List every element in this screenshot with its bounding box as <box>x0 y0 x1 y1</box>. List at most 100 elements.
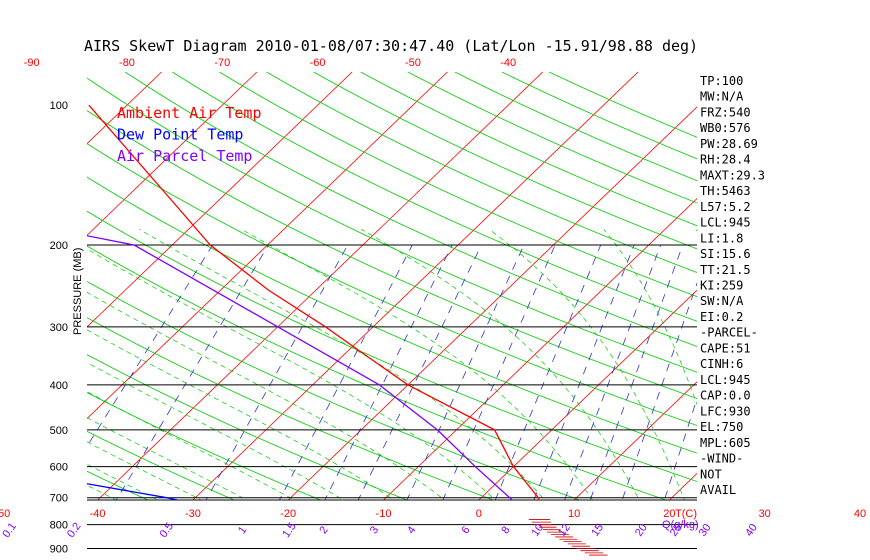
pressure-tick-label: 400 <box>50 380 68 392</box>
isobar-lines <box>87 244 697 549</box>
index-label: CAPE:51 <box>700 341 751 355</box>
isotherm-line <box>97 72 544 500</box>
mixing-ratio-tick-label: 10 <box>529 522 546 539</box>
bottom-temp-tick-label: 20 <box>663 508 675 520</box>
bottom-temp-tick-label: 10 <box>568 508 580 520</box>
mixing-ratio-tick-label: 3 <box>368 524 381 536</box>
legend-entry: Dew Point Temp <box>117 126 243 144</box>
mixing-ratio-tick-label: 40 <box>743 522 760 539</box>
dry-adiabat-line <box>87 280 580 500</box>
pressure-tick-label: 800 <box>50 520 68 532</box>
mixing-ratio-tick-label: 1.5 <box>280 521 299 540</box>
index-label: MW:N/A <box>700 90 744 104</box>
index-label: LCL:945 <box>700 216 751 230</box>
mixing-ratio-tick-label: 20 <box>633 522 650 539</box>
grid-lines <box>0 72 870 560</box>
sounding-series <box>87 104 540 500</box>
isotherm-line <box>478 289 697 500</box>
mixing-ratio-tick-label: 2 <box>317 524 330 536</box>
bottom-temp-tick-label: -10 <box>376 508 392 520</box>
pressure-tick-label: 300 <box>50 322 68 334</box>
dry-adiabat-line <box>501 72 697 160</box>
dry-adiabat-line <box>87 143 697 426</box>
axis-labels: 1002003004005006007008009001000-120-110-… <box>0 57 866 555</box>
dry-adiabat-line <box>87 317 494 500</box>
pressure-tick-label: 200 <box>50 240 68 252</box>
mixing-ratio-tick-label: 6 <box>459 524 472 536</box>
dry-adiabat-line <box>172 72 697 322</box>
isotherm-line <box>192 72 639 500</box>
mixing-ratio-unit-label: Q(g/kg) <box>662 519 699 531</box>
series-line <box>87 235 514 500</box>
index-label: TT:21.5 <box>700 263 751 277</box>
top-temp-tick-label: -50 <box>405 57 421 69</box>
bottom-temp-tick-label: 40 <box>854 508 866 520</box>
mixing-ratio-tick-label: 1 <box>236 524 249 536</box>
dry-adiabat-line <box>87 392 321 500</box>
wind-marker <box>528 519 608 556</box>
index-label: TH:5463 <box>700 184 751 198</box>
mixing-ratio-line <box>663 397 697 500</box>
mixing-ratio-line <box>564 244 662 500</box>
mixing-ratio-line <box>205 244 349 500</box>
index-label: NOT <box>700 467 722 481</box>
index-label: TP:100 <box>700 74 743 88</box>
index-label: LFC:930 <box>700 404 751 418</box>
mixing-ratio-tick-label: 15 <box>589 522 606 539</box>
mixing-ratio-tick-label: 8 <box>499 524 512 536</box>
index-label: L57:5.2 <box>700 200 751 214</box>
pressure-tick-label: 500 <box>50 425 68 437</box>
moist-adiabat-line <box>87 463 159 500</box>
index-label: MAXT:29.3 <box>700 168 765 182</box>
dry-adiabat-line <box>219 72 697 298</box>
index-label: EI:0.2 <box>700 310 743 324</box>
mixing-ratio-line <box>87 244 213 448</box>
bottom-temp-tick-label: 0 <box>476 508 482 520</box>
index-label: LI:1.8 <box>700 231 743 245</box>
index-label: -PARCEL- <box>700 326 758 340</box>
series-line <box>87 483 181 500</box>
mixing-ratio-line <box>406 244 525 500</box>
chart-title: AIRS SkewT Diagram 2010-01-08/07:30:47.4… <box>84 37 698 55</box>
y-axis-label: PRESSURE (MB) <box>72 248 84 335</box>
index-label: EL:750 <box>700 420 743 434</box>
index-label: LCL:945 <box>700 373 751 387</box>
pressure-tick-label: 900 <box>50 543 68 555</box>
mixing-ratio-line <box>589 244 684 500</box>
index-label: RH:28.4 <box>700 153 751 167</box>
moist-adiabat-line <box>87 417 248 500</box>
mixing-ratio-line <box>533 244 635 500</box>
pressure-tick-label: 600 <box>50 462 68 474</box>
isotherm-line <box>87 72 448 420</box>
mixing-ratio-tick-label: 12 <box>556 522 573 539</box>
moist-adiabat-line <box>361 228 640 500</box>
mixing-ratio-tick-label: 0.5 <box>158 521 177 540</box>
dry-adiabat-line <box>87 77 697 373</box>
moist-adiabat-line <box>87 291 446 500</box>
mixing-ratio-line <box>324 244 453 500</box>
bottom-temp-tick-label: 30 <box>759 508 771 520</box>
index-label: KI:259 <box>700 279 743 293</box>
index-label: CINH:6 <box>700 357 743 371</box>
mixing-ratio-line <box>278 244 413 500</box>
index-label: CAP:0.0 <box>700 389 751 403</box>
temp-unit-label: T(C) <box>675 508 697 520</box>
moist-adiabat-line <box>0 337 216 560</box>
moist-adiabat-line <box>488 229 685 500</box>
legend-entry: Ambient Air Temp <box>117 104 262 122</box>
bottom-temp-tick-label: -50 <box>0 508 10 520</box>
mixing-ratio-tick-label: 0.1 <box>0 521 19 540</box>
moist-adiabat-line <box>139 228 545 500</box>
index-label: SW:N/A <box>700 294 744 308</box>
isotherm-line <box>87 72 162 145</box>
isotherm-line <box>765 72 870 500</box>
bottom-temp-tick-label: -20 <box>280 508 296 520</box>
dry-adiabat-line <box>313 72 697 250</box>
dry-adiabat-line <box>87 354 407 500</box>
mixing-ratio-tick-label: 4 <box>405 524 418 536</box>
bottom-temp-tick-label: -30 <box>185 508 201 520</box>
pressure-tick-label: 100 <box>50 100 68 112</box>
dry-adiabat-line <box>360 72 697 227</box>
